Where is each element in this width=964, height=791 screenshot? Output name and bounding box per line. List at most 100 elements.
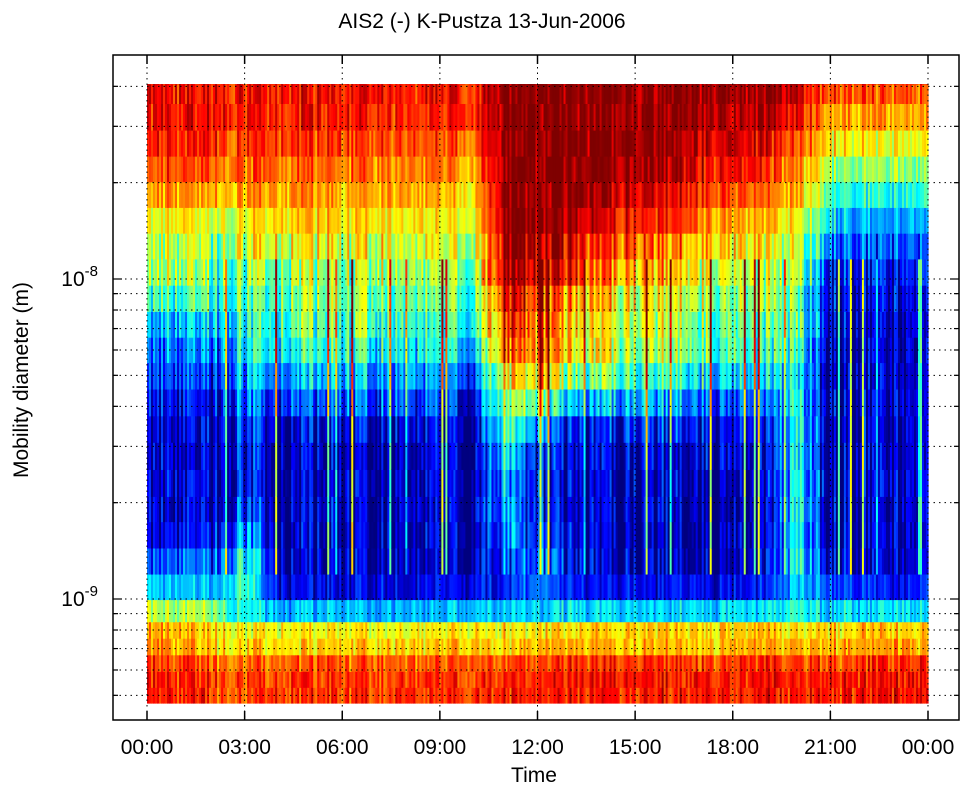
heatmap-cell <box>373 654 376 672</box>
heatmap-cell <box>501 389 505 417</box>
heatmap-cell <box>199 687 202 704</box>
heatmap-cell <box>187 130 190 157</box>
heatmap-cell <box>445 389 448 417</box>
heatmap-cell <box>467 337 471 364</box>
heatmap-cell <box>415 130 418 157</box>
heatmap-cell <box>395 103 398 131</box>
heatmap-cell <box>425 207 428 234</box>
heatmap-cell <box>443 469 446 497</box>
heatmap-cell <box>393 389 396 417</box>
heatmap-cell <box>157 599 160 623</box>
heatmap-cell <box>457 521 460 549</box>
heatmap-cell <box>261 311 264 338</box>
heatmap-cell <box>181 638 184 656</box>
heatmap-cell <box>447 311 450 338</box>
heatmap-cell <box>467 496 471 523</box>
heatmap-cell <box>285 337 288 364</box>
heatmap-cell <box>463 362 467 390</box>
heatmap-cell <box>359 574 362 601</box>
heatmap-cell <box>473 496 477 523</box>
heatmap-cell <box>325 574 328 601</box>
heatmap-cell <box>273 496 276 523</box>
heatmap-cell <box>175 671 178 688</box>
heatmap-cell <box>327 103 330 131</box>
heatmap-cell <box>223 156 226 183</box>
heatmap-cell <box>413 469 416 497</box>
heatmap-cell <box>187 156 190 183</box>
heatmap-cell <box>319 442 322 470</box>
heatmap-cell <box>155 130 158 157</box>
heatmap-cell <box>167 259 170 286</box>
heatmap-cell <box>355 574 358 601</box>
heatmap-cell <box>405 181 408 208</box>
heatmap-cell <box>265 156 268 183</box>
heatmap-cell <box>197 521 200 549</box>
heatmap-cell <box>151 130 154 157</box>
heatmap-cell <box>283 671 286 688</box>
heatmap-cell <box>439 285 442 312</box>
heatmap-cell <box>331 389 334 417</box>
heatmap-cell <box>241 337 244 364</box>
heatmap-cell <box>385 548 388 575</box>
heatmap-cell <box>451 442 454 470</box>
heatmap-cell <box>291 389 294 417</box>
heatmap-cell <box>431 521 434 549</box>
heatmap-cell <box>225 687 228 704</box>
heatmap-cell <box>227 233 230 260</box>
heatmap-cell <box>397 181 400 208</box>
heatmap-cell <box>249 415 252 443</box>
heatmap-cell <box>295 638 298 656</box>
heatmap-cell <box>443 415 446 443</box>
heatmap-cell <box>179 521 182 549</box>
heatmap-cell <box>351 389 354 417</box>
heatmap-cell <box>479 285 483 312</box>
heatmap-cell <box>197 207 200 234</box>
heatmap-cell <box>441 496 444 523</box>
heatmap-cell <box>435 362 438 390</box>
heatmap-cell <box>451 181 454 208</box>
heatmap-cell <box>355 496 358 523</box>
heatmap-cell <box>371 599 374 623</box>
heatmap-cell <box>457 362 460 390</box>
heatmap-cell <box>371 156 374 183</box>
heatmap-cell <box>487 285 491 312</box>
heatmap-cell <box>387 638 390 656</box>
heatmap-cell <box>339 574 342 601</box>
heatmap-cell <box>419 389 422 417</box>
heatmap-cell <box>405 362 408 390</box>
heatmap-cell <box>159 469 162 497</box>
heatmap-cell <box>211 415 214 443</box>
heatmap-cell <box>315 130 318 157</box>
heatmap-cell <box>159 362 162 390</box>
heatmap-cell <box>395 389 398 417</box>
heatmap-cell <box>463 442 467 470</box>
heatmap-cell <box>237 671 240 688</box>
heatmap-cell <box>155 259 158 286</box>
heatmap-cell <box>379 521 382 549</box>
heatmap-cell <box>195 103 198 131</box>
heatmap-cell <box>477 671 481 688</box>
heatmap-cell <box>451 574 454 601</box>
heatmap-cell <box>233 337 236 364</box>
heatmap-cell <box>331 621 334 639</box>
heatmap-cell <box>251 521 254 549</box>
heatmap-cell <box>195 311 198 338</box>
heatmap-cell <box>481 84 485 105</box>
heatmap-cell <box>457 285 460 312</box>
heatmap-cell <box>497 84 501 105</box>
heatmap-cell <box>167 521 170 549</box>
heatmap-cell <box>223 469 226 497</box>
heatmap-cell <box>213 103 216 131</box>
heatmap-cell <box>197 362 200 390</box>
heatmap-cell <box>407 311 410 338</box>
heatmap-cell <box>425 181 428 208</box>
heatmap-cell <box>433 548 436 575</box>
heatmap-cell <box>355 599 358 623</box>
heatmap-cell <box>153 469 156 497</box>
heatmap-cell <box>297 442 300 470</box>
heatmap-cell <box>169 389 172 417</box>
heatmap-cell <box>271 687 274 704</box>
heatmap-cell <box>471 259 475 286</box>
heatmap-cell <box>239 638 242 656</box>
heatmap-cell <box>467 130 471 157</box>
